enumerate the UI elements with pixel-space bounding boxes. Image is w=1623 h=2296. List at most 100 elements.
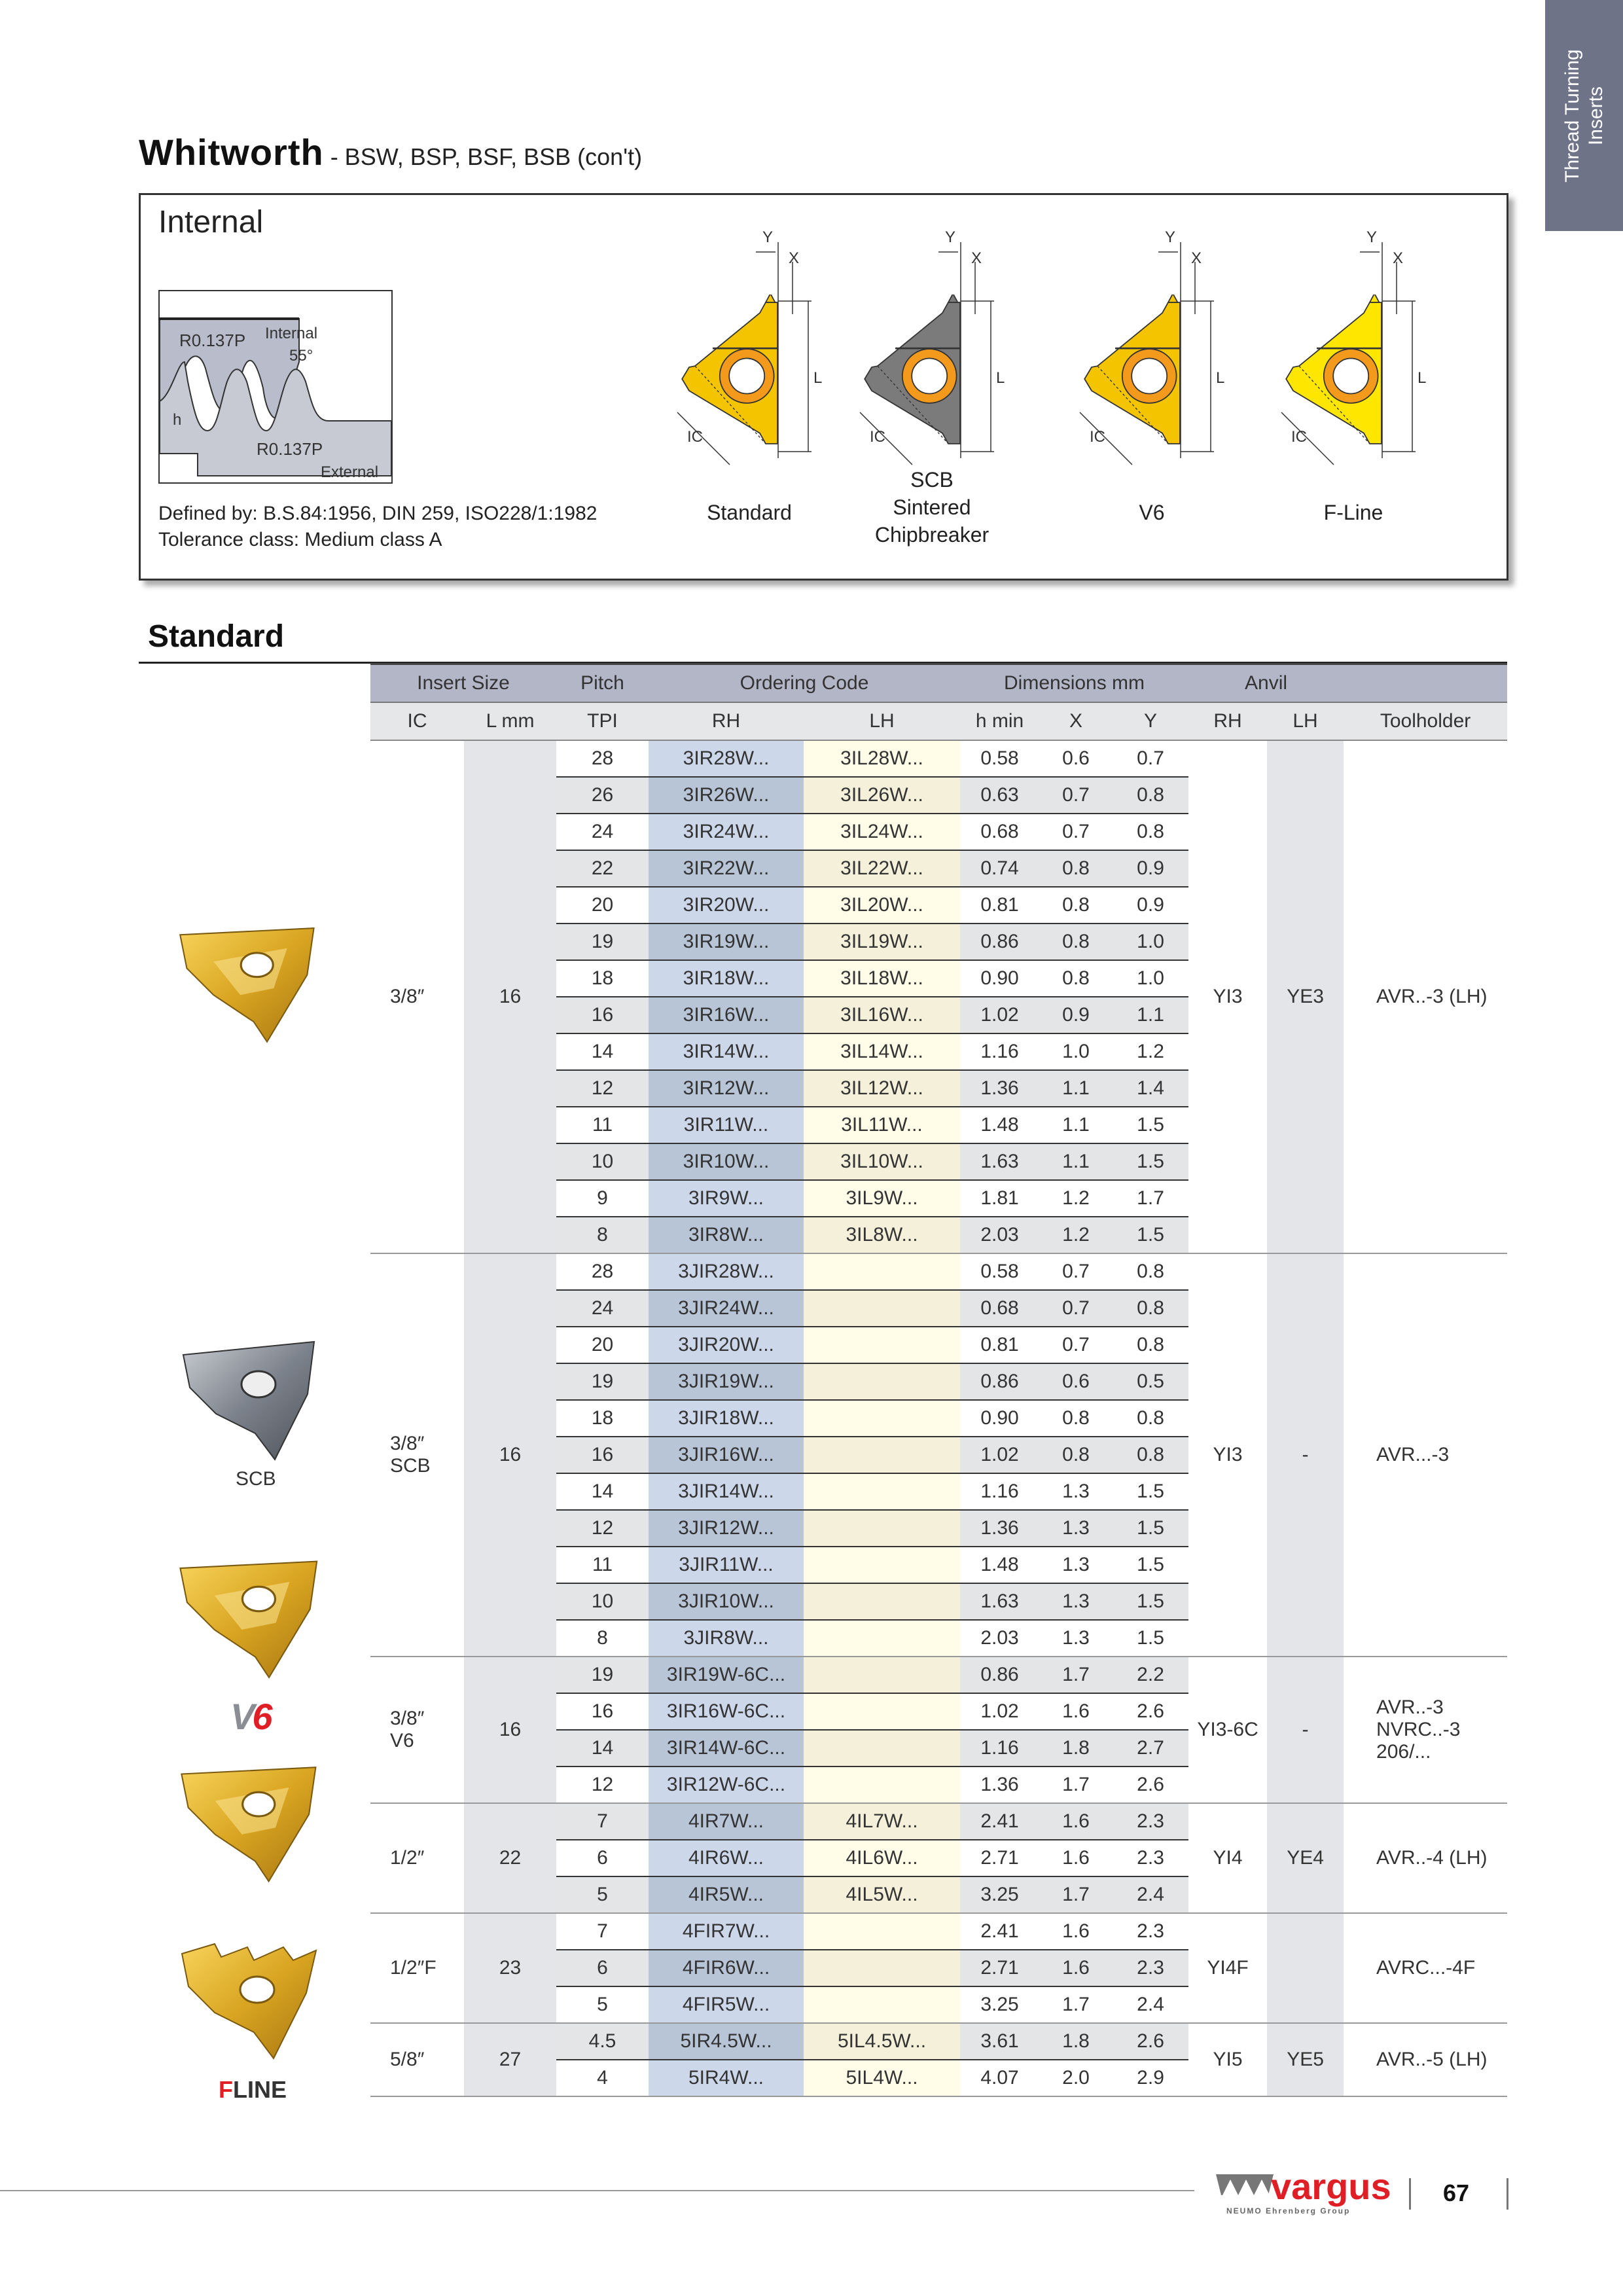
cell-x: 0.8 [1039, 960, 1113, 997]
v6-insert-label: V6 [1139, 501, 1165, 524]
cell-h-min: 0.81 [960, 887, 1040, 924]
cell-order-lh [804, 1583, 961, 1621]
cell-tpi: 12 [556, 1767, 649, 1804]
cell-x: 0.8 [1039, 850, 1113, 888]
standard-insert-image [179, 927, 315, 1043]
table-row: 5 4IR5W... 4IL5W... 3.25 1.7 2.4 [370, 1876, 1507, 1914]
cell-tpi: 14 [556, 1730, 649, 1767]
cell-y: 1.5 [1113, 1107, 1189, 1144]
table-row: 14 3IR14W-6C... 1.16 1.8 2.7 [370, 1730, 1507, 1767]
cell-tpi: 10 [556, 1143, 649, 1181]
scb-insert-label: SCB Sintered Chipbreaker [874, 468, 990, 547]
cell-order-rh: 3IR26W... [649, 777, 804, 814]
cell-x: 0.6 [1039, 1363, 1113, 1401]
cell-y: 2.3 [1113, 1950, 1189, 1987]
cell-h-min: 1.02 [960, 997, 1040, 1034]
table-row: 20 3IR20W... 3IL20W... 0.81 0.8 0.9 [370, 887, 1507, 924]
cell-order-lh: 3IL22W... [804, 850, 961, 888]
cell-h-min: 3.25 [960, 1986, 1040, 2024]
dim-x-label: X [1393, 249, 1403, 267]
column-header-h-min: h min [960, 702, 1040, 741]
table-row: 19 3JIR19W... 0.86 0.6 0.5 [370, 1363, 1507, 1401]
header-pitch: Pitch [556, 663, 649, 702]
cell-toolholder: AVR..-3 NVRC..-3 206/... [1344, 1657, 1508, 1804]
page-title: Whitworth - BSW, BSP, BSF, BSB (con't) [139, 131, 642, 173]
cell-y: 0.7 [1113, 740, 1189, 778]
table-row: 6 4FIR6W... 2.71 1.6 2.3 [370, 1950, 1507, 1987]
cell-order-lh [804, 1657, 961, 1694]
cell-order-rh: 3IR19W-6C... [649, 1657, 804, 1694]
cell-y: 1.0 [1113, 924, 1189, 961]
column-header-anvil-lh: LH [1267, 702, 1344, 741]
dim-l-label: L [996, 369, 1005, 387]
cell-order-lh [804, 1363, 961, 1401]
cell-order-lh [804, 1400, 961, 1437]
cell-x: 1.3 [1039, 1510, 1113, 1547]
cell-ic: 3/8″ SCB [370, 1253, 464, 1657]
cell-h-min: 2.71 [960, 1840, 1040, 1877]
cell-y: 0.8 [1113, 1400, 1189, 1437]
table-row: 5/8″ 27 4.5 5IR4.5W... 5IL4.5W... 3.61 1.8 2.6 Y… [370, 2023, 1508, 2097]
cell-order-lh: 3IL9W... [804, 1180, 961, 1217]
cell-tpi: 14 [556, 1473, 649, 1511]
cell-x: 0.9 [1039, 997, 1113, 1034]
cell-anvil-rh: YI3 [1188, 740, 1268, 1254]
cell-order-rh: 3IR12W... [649, 1070, 804, 1107]
cell-tpi: 5 [556, 1876, 649, 1914]
table-row: 11 3IR11W... 3IL11W... 1.48 1.1 1.5 [370, 1107, 1507, 1144]
cell-tpi: 19 [556, 1363, 649, 1401]
cell-h-min: 2.03 [960, 1620, 1040, 1657]
cell-y: 1.5 [1113, 1620, 1189, 1657]
header-blank [1344, 663, 1508, 702]
cell-tpi: 28 [556, 740, 649, 778]
cell-y: 0.8 [1113, 814, 1189, 851]
cell-h-min: 3.25 [960, 1876, 1040, 1914]
internal-heading: Internal [158, 205, 264, 240]
cell-x: 1.6 [1039, 1913, 1113, 1950]
section-tab: Thread Turning Inserts [1545, 0, 1623, 231]
cell-order-rh: 3JIR16W... [649, 1437, 804, 1474]
cell-y: 2.6 [1113, 2023, 1189, 2060]
cell-y: 1.5 [1113, 1473, 1189, 1511]
cell-tpi: 18 [556, 960, 649, 997]
cell-y: 1.5 [1113, 1547, 1189, 1584]
cell-h-min: 0.86 [960, 1657, 1040, 1694]
table-row: 6 4IR6W... 4IL6W... 2.71 1.6 2.3 [370, 1840, 1507, 1877]
defined-by-text: Defined by: B.S.84:1956, DIN 259, ISO228… [158, 503, 597, 524]
cell-x: 1.6 [1039, 1803, 1113, 1840]
cell-order-lh: 3IL8W... [804, 1217, 961, 1254]
cell-order-lh [804, 1986, 961, 2024]
cell-y: 1.4 [1113, 1070, 1189, 1107]
cell-toolholder: AVR...-3 [1344, 1253, 1508, 1657]
column-header-y: Y [1113, 702, 1189, 741]
cell-tpi: 26 [556, 777, 649, 814]
cell-h-min: 0.74 [960, 850, 1040, 888]
cell-x: 1.7 [1039, 1657, 1113, 1694]
cell-order-lh [804, 1620, 961, 1657]
cell-y: 2.6 [1113, 1767, 1189, 1804]
cell-y: 0.8 [1113, 1327, 1189, 1364]
cell-h-min: 2.03 [960, 1217, 1040, 1254]
table-row: 4 5IR4W... 5IL4W... 4.07 2.0 2.9 [370, 2060, 1507, 2097]
cell-order-rh: 3IR18W... [649, 960, 804, 997]
footer-divider [1409, 2178, 1411, 2210]
cell-x: 0.7 [1039, 1327, 1113, 1364]
cell-l-mm: 16 [464, 1253, 557, 1657]
cell-x: 1.3 [1039, 1583, 1113, 1621]
v6-insert-image-2 [180, 1766, 317, 1883]
cell-tpi: 5 [556, 1986, 649, 2024]
cell-order-lh [804, 1253, 961, 1291]
cell-ic: 5/8″ [370, 2023, 464, 2097]
cell-anvil-lh: YE4 [1267, 1803, 1344, 1914]
cell-x: 1.1 [1039, 1070, 1113, 1107]
cell-order-lh: 3IL11W... [804, 1107, 961, 1144]
cell-tpi: 22 [556, 850, 649, 888]
column-header-rh: RH [649, 702, 804, 741]
cell-anvil-rh: YI5 [1188, 2023, 1268, 2097]
cell-h-min: 0.68 [960, 1290, 1040, 1327]
cell-order-rh: 3IR14W... [649, 1033, 804, 1071]
cell-tpi: 14 [556, 1033, 649, 1071]
cell-order-rh: 3JIR18W... [649, 1400, 804, 1437]
cell-order-lh: 3IL20W... [804, 887, 961, 924]
cell-tpi: 4.5 [556, 2023, 649, 2060]
